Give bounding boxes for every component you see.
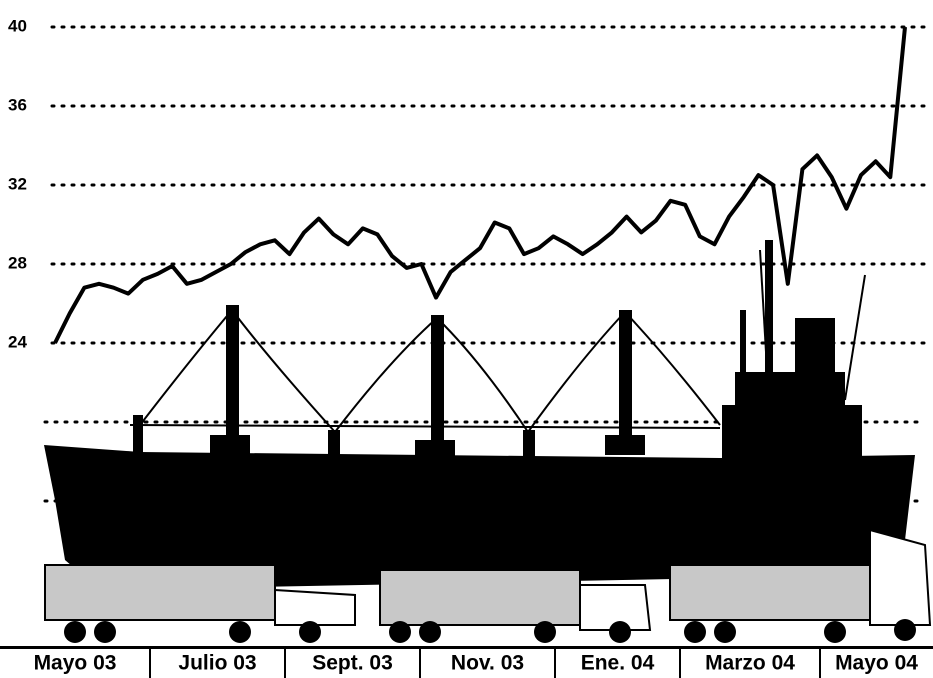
price-line (53, 26, 907, 344)
y-tick-label: 24 (8, 332, 27, 351)
y-tick-label: 36 (8, 95, 27, 114)
y-tick-label: 28 (8, 253, 27, 272)
x-band-label: Mayo 03 (34, 652, 117, 675)
x-band-label: Sept. 03 (312, 652, 393, 675)
y-tick-label: 40 (8, 16, 27, 35)
y-tick-label: 32 (8, 174, 27, 193)
x-band-label: Nov. 03 (451, 652, 524, 675)
ship-illustration (0, 240, 933, 649)
x-band-label: Julio 03 (178, 652, 256, 675)
x-band-label: Ene. 04 (581, 652, 655, 675)
x-band-label: Mayo 04 (835, 652, 918, 675)
x-band-label: Marzo 04 (705, 652, 795, 675)
